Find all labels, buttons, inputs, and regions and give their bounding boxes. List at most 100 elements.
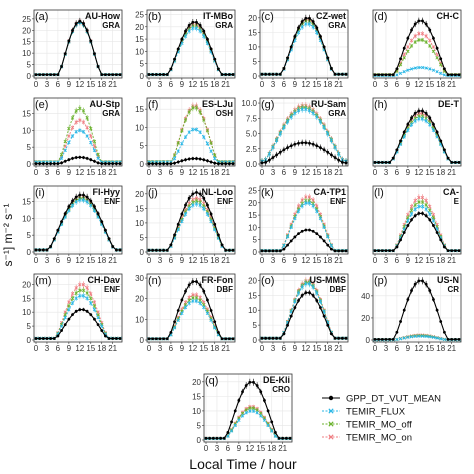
x-tick-label: 18 — [210, 168, 219, 177]
data-point — [413, 198, 417, 203]
data-point — [333, 156, 337, 159]
x-tick-label: 15 — [425, 256, 434, 265]
data-point — [49, 162, 53, 166]
x-tick-label: 15 — [312, 80, 321, 89]
data-point — [209, 47, 213, 51]
data-point — [82, 22, 85, 25]
data-point — [286, 323, 289, 327]
data-point — [63, 212, 67, 215]
data-point — [439, 139, 443, 143]
x-tick-label: 6 — [282, 344, 287, 353]
y-tick-label: 30 — [135, 274, 144, 283]
site-name: FI-Hyy — [92, 187, 120, 197]
data-point — [311, 111, 315, 115]
x-tick-label: 3 — [158, 256, 163, 265]
data-point — [402, 70, 406, 74]
data-point — [211, 436, 215, 440]
data-point — [56, 228, 60, 232]
data-point — [49, 245, 53, 248]
x-tick-label: 12 — [75, 168, 84, 177]
data-point — [409, 212, 414, 216]
data-point — [224, 162, 228, 166]
data-point — [92, 139, 97, 144]
data-point — [282, 247, 286, 251]
data-point — [38, 73, 42, 77]
data-point — [428, 218, 432, 222]
data-point — [402, 52, 406, 57]
data-point — [52, 162, 56, 166]
data-point — [264, 161, 268, 164]
panel-label: (k) — [261, 187, 274, 199]
data-point — [315, 232, 319, 236]
data-point — [297, 26, 300, 30]
data-point — [432, 36, 435, 40]
panel-border — [372, 185, 462, 255]
data-point — [202, 196, 206, 200]
data-point — [71, 199, 74, 203]
data-point — [300, 20, 304, 23]
data-point — [82, 193, 85, 197]
data-point — [41, 162, 45, 166]
site-name: CA-TP1 — [313, 187, 346, 197]
data-point — [337, 336, 341, 340]
x-tick-label: 21 — [221, 80, 230, 89]
data-point — [240, 414, 245, 418]
x-tick-label: 3 — [45, 80, 50, 89]
data-point — [315, 30, 319, 35]
data-point — [273, 434, 278, 438]
data-point — [248, 406, 252, 410]
data-point — [300, 107, 304, 111]
data-point — [202, 300, 206, 305]
data-point — [187, 23, 191, 27]
data-point — [406, 49, 410, 54]
data-point — [329, 332, 333, 336]
x-tick-label: 12 — [301, 80, 310, 89]
data-point — [191, 203, 195, 207]
data-point — [147, 337, 151, 341]
data-point — [344, 249, 348, 253]
data-point — [78, 308, 82, 312]
data-point — [289, 314, 293, 318]
data-point — [241, 390, 244, 394]
data-point — [89, 199, 93, 203]
data-point — [417, 19, 421, 23]
data-point — [380, 249, 384, 253]
data-point — [60, 161, 63, 165]
data-point — [248, 380, 252, 384]
x-tick-label: 0 — [260, 168, 265, 177]
data-point — [311, 204, 315, 208]
data-point — [70, 116, 75, 120]
data-point — [417, 279, 421, 283]
data-point — [154, 73, 158, 76]
panel-label: (n) — [148, 275, 161, 287]
data-point — [315, 115, 319, 119]
y-tick-label: 15 — [192, 392, 201, 401]
data-point — [333, 336, 337, 340]
data-point — [198, 157, 202, 161]
data-point — [165, 337, 169, 341]
panel-border — [203, 373, 293, 443]
data-point — [92, 300, 97, 304]
data-point — [184, 203, 187, 207]
data-point — [435, 336, 439, 340]
x-tick-label: 3 — [158, 344, 163, 353]
data-point — [187, 295, 191, 300]
data-point — [172, 326, 177, 330]
data-point — [205, 129, 210, 133]
data-point — [296, 204, 301, 208]
data-point — [184, 289, 187, 293]
data-point — [70, 203, 75, 208]
data-point — [453, 161, 457, 164]
data-point — [428, 67, 432, 71]
data-point — [78, 128, 82, 132]
data-point — [409, 44, 414, 48]
data-point — [100, 73, 104, 77]
data-point — [183, 135, 188, 139]
data-point — [402, 308, 406, 312]
x-tick-label: 21 — [334, 80, 343, 89]
x-tick-label: 18 — [323, 256, 332, 265]
data-point — [406, 68, 410, 72]
